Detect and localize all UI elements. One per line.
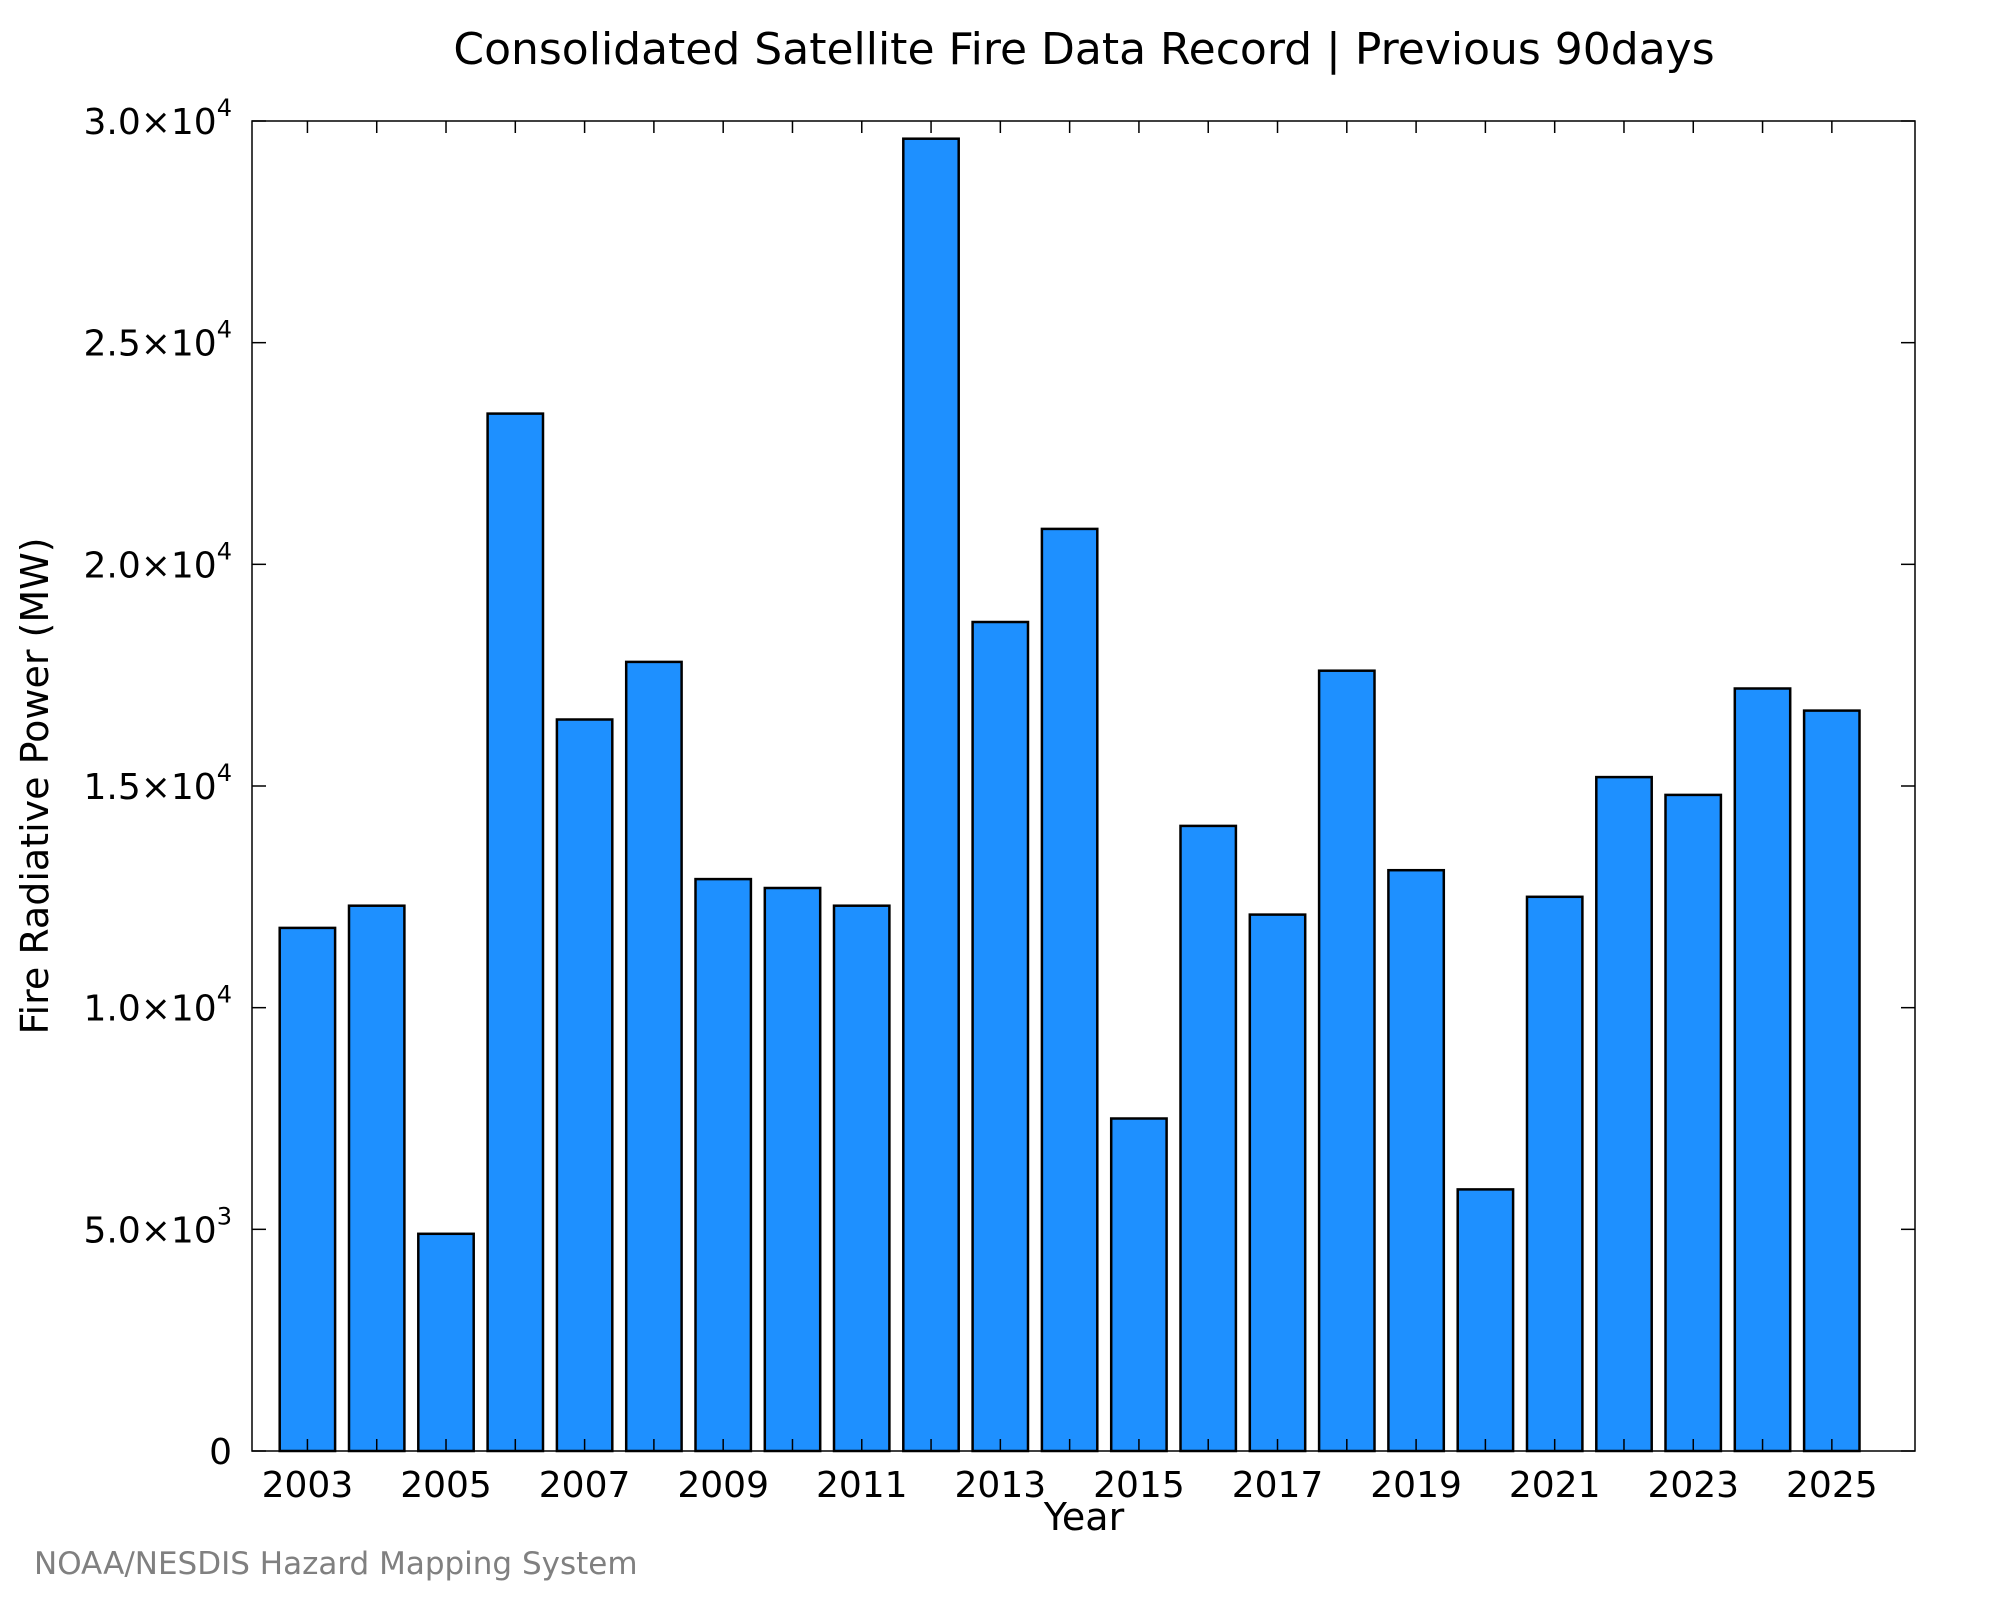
x-tick-label: 2025	[1786, 1465, 1878, 1506]
x-tick-label: 2021	[1509, 1465, 1601, 1506]
y-tick-label: 2.0×104	[83, 537, 232, 586]
bar-2016	[1179, 824, 1238, 1453]
x-tick-label: 2015	[1093, 1465, 1185, 1506]
bar-2013	[971, 620, 1030, 1453]
x-tick-label: 2007	[539, 1465, 631, 1506]
y-axis-label: Fire Radiative Power (MW)	[13, 537, 57, 1034]
y-tick-label: 1.5×104	[83, 759, 232, 808]
bar-2019	[1387, 868, 1446, 1453]
x-tick-label: 2017	[1232, 1465, 1324, 1506]
x-tick-label: 2009	[677, 1465, 769, 1506]
x-tick-label: 2019	[1370, 1465, 1462, 1506]
y-tick-label: 5.0×103	[83, 1202, 232, 1251]
bar-2007	[555, 718, 614, 1453]
x-tick-label: 2023	[1647, 1465, 1739, 1506]
bar-2006	[486, 412, 545, 1453]
bar-2024	[1733, 687, 1792, 1453]
bar-2012	[902, 137, 960, 1453]
x-axis-ticks: 2003 2005 2007 2009 2011 2013 2015 2017 2019 2021…	[262, 121, 1878, 1506]
bar-2014	[1040, 527, 1099, 1453]
bar-2018	[1317, 669, 1376, 1453]
bar-2005	[417, 1232, 475, 1453]
y-tick-label: 1.0×104	[83, 981, 232, 1030]
y-tick-label: 0	[209, 1432, 232, 1473]
chart-title: Consolidated Satellite Fire Data Record …	[453, 24, 1714, 75]
bar-2023	[1664, 793, 1723, 1453]
bar-2004	[347, 904, 406, 1453]
x-tick-label: 2011	[816, 1465, 908, 1506]
bar-2025	[1802, 709, 1861, 1453]
bar-2022	[1595, 775, 1653, 1453]
y-axis-ticks: 0 5.0×103 1.0×104 1.5×104 2.0×104 2.5×104 3.0×…	[83, 94, 1915, 1473]
bar-2011	[832, 904, 891, 1453]
y-tick-label: 2.5×104	[83, 316, 232, 365]
bar-2009	[694, 877, 753, 1453]
bar-2015	[1109, 1117, 1168, 1453]
bar-2008	[624, 660, 683, 1453]
x-tick-label: 2013	[955, 1465, 1047, 1506]
credit-text: NOAA/NESDIS Hazard Mapping System	[34, 1546, 638, 1582]
bar-2020	[1456, 1188, 1515, 1453]
bar-2021	[1525, 895, 1584, 1453]
bar-2003	[278, 926, 337, 1453]
y-tick-label: 3.0×104	[83, 94, 232, 143]
bar-2010	[763, 886, 822, 1453]
bars-group	[278, 137, 1861, 1453]
bar-2017	[1248, 913, 1307, 1453]
x-axis-label: Year	[1043, 1495, 1125, 1539]
x-tick-label: 2003	[262, 1465, 354, 1506]
x-tick-label: 2005	[400, 1465, 492, 1506]
